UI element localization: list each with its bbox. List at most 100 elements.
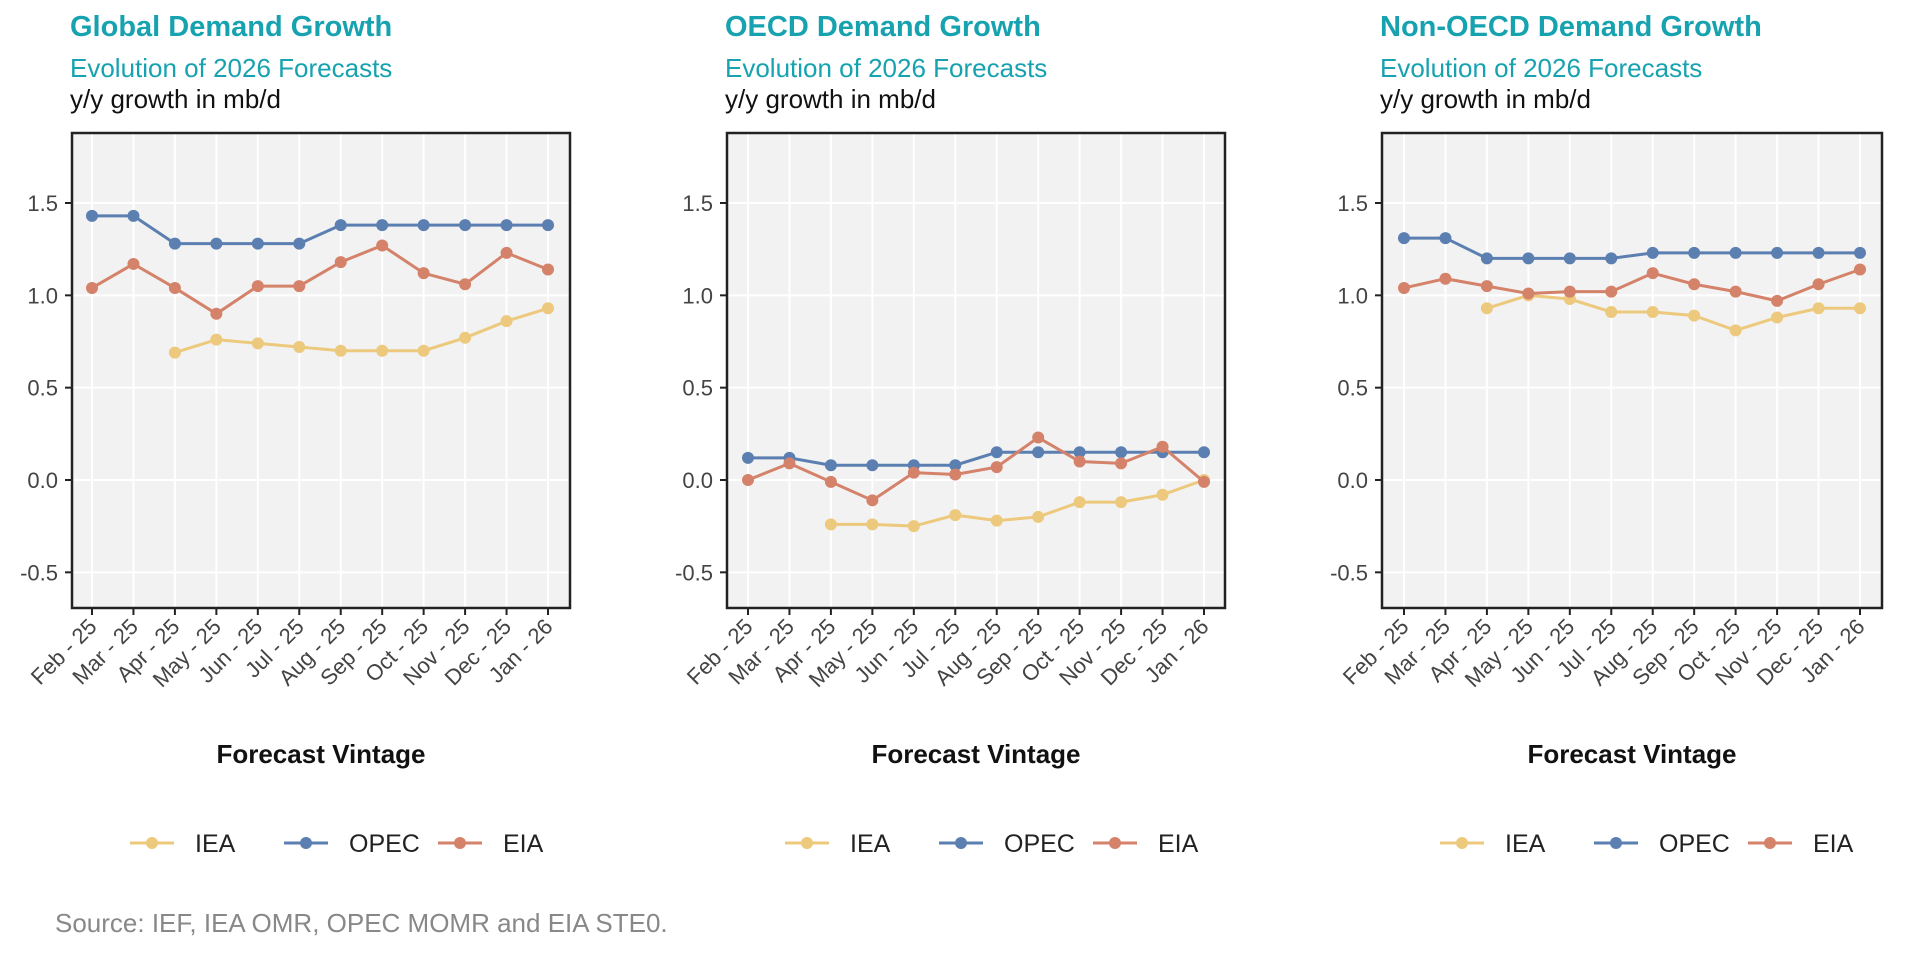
data-point-iea — [1812, 302, 1825, 315]
y-tick-label: -0.5 — [20, 560, 58, 585]
data-point-eia — [1854, 263, 1866, 276]
data-point-eia — [1605, 285, 1618, 298]
legend-label: IEA — [850, 830, 891, 858]
data-point-iea — [251, 337, 264, 350]
data-point-iea — [210, 333, 223, 346]
data-point-eia — [783, 457, 796, 470]
data-point-eia — [1156, 440, 1169, 453]
data-point-iea — [1073, 496, 1086, 509]
data-point-opec — [824, 459, 837, 472]
data-point-eia — [990, 461, 1003, 474]
chart-panel-2: Non-OECD Demand Growth Evolution of 2026 … — [1330, 11, 1884, 858]
x-axis-title: Forecast Vintage — [1527, 739, 1736, 769]
data-point-eia — [949, 468, 962, 481]
data-point-opec — [1563, 252, 1576, 265]
legend-item-iea: IEA — [130, 830, 236, 858]
data-point-iea — [1646, 305, 1659, 318]
data-point-iea — [168, 346, 181, 359]
data-point-eia — [251, 280, 264, 293]
data-point-iea — [1688, 309, 1701, 322]
y-tick-label: 0.5 — [682, 376, 713, 401]
data-point-iea — [1480, 302, 1493, 315]
legend-marker — [955, 837, 967, 849]
legend-label: EIA — [503, 830, 544, 858]
data-point-opec — [376, 219, 389, 232]
data-point-eia — [210, 307, 223, 320]
source-note: Source: IEF, IEA OMR, OPEC MOMR and EIA … — [55, 908, 668, 938]
data-point-opec — [990, 446, 1003, 459]
legend-item-eia: EIA — [438, 830, 544, 858]
legend-marker — [146, 837, 158, 849]
legend-item-opec: OPEC — [1594, 830, 1730, 858]
legend-marker — [1109, 837, 1121, 849]
data-point-iea — [293, 341, 306, 354]
data-point-eia — [417, 267, 430, 280]
data-point-eia — [866, 494, 879, 507]
data-point-opec — [251, 237, 264, 250]
data-point-eia — [1032, 431, 1045, 444]
data-point-iea — [334, 344, 347, 357]
data-point-eia — [1439, 272, 1452, 285]
data-point-eia — [824, 475, 837, 488]
chart-title: Global Demand Growth — [70, 11, 392, 43]
data-point-eia — [1398, 281, 1410, 294]
legend-marker — [1764, 837, 1776, 849]
data-point-iea — [1156, 488, 1169, 501]
data-point-eia — [376, 239, 389, 252]
legend-item-eia: EIA — [1093, 830, 1199, 858]
series-line-iea — [1486, 293, 1860, 333]
legend-marker — [300, 837, 312, 849]
data-point-iea — [866, 518, 879, 531]
legend-marker — [454, 837, 466, 849]
data-point-opec — [459, 219, 472, 232]
x-axis-title: Forecast Vintage — [871, 739, 1080, 769]
data-point-opec — [417, 219, 430, 232]
legend-item-eia: EIA — [1748, 830, 1854, 858]
data-point-opec — [1729, 246, 1742, 259]
data-point-opec — [1439, 232, 1452, 245]
data-point-eia — [168, 281, 181, 294]
data-point-opec — [1812, 246, 1825, 259]
legend-marker — [1610, 837, 1622, 849]
data-point-eia — [459, 278, 472, 291]
data-point-opec — [1398, 232, 1410, 245]
data-point-eia — [1646, 267, 1659, 280]
y-tick-label: 1.0 — [27, 283, 58, 308]
y-tick-label: 0.0 — [682, 468, 713, 493]
data-point-opec — [1688, 246, 1701, 259]
legend-label: EIA — [1158, 830, 1199, 858]
y-tick-label: 0.5 — [1337, 376, 1368, 401]
chart-panel-1: OECD Demand Growth Evolution of 2026 Fore… — [675, 11, 1227, 858]
data-point-opec — [1115, 446, 1128, 459]
data-point-opec — [1073, 446, 1086, 459]
data-point-opec — [1646, 246, 1659, 259]
data-point-eia — [500, 246, 513, 259]
series-line-iea — [830, 478, 1205, 528]
legend-marker — [1456, 837, 1468, 849]
data-point-eia — [907, 466, 920, 479]
y-tick-label: 1.0 — [1337, 283, 1368, 308]
plot-border — [70, 131, 572, 610]
y-tick-label: 1.5 — [682, 191, 713, 216]
chart-title: Non-OECD Demand Growth — [1380, 11, 1762, 43]
data-point-opec — [542, 219, 554, 232]
legend-label: OPEC — [1659, 830, 1730, 858]
data-point-eia — [1480, 280, 1493, 293]
data-point-iea — [1032, 510, 1045, 523]
chart-panel-0: Global Demand Growth Evolution of 2026 Fo… — [20, 11, 572, 858]
plot-border — [725, 131, 1227, 610]
data-point-eia — [1522, 287, 1535, 300]
y-tick-label: 1.5 — [27, 191, 58, 216]
data-point-iea — [500, 315, 513, 328]
y-tick-label: 1.0 — [682, 283, 713, 308]
data-point-eia — [1115, 457, 1128, 470]
data-point-iea — [824, 518, 837, 531]
y-axis-label: y/y growth in mb/d — [725, 84, 936, 114]
data-point-opec — [1480, 252, 1493, 265]
legend-item-opec: OPEC — [939, 830, 1075, 858]
x-axis-title: Forecast Vintage — [216, 739, 425, 769]
data-point-opec — [293, 237, 306, 250]
chart-title: OECD Demand Growth — [725, 11, 1041, 43]
chart-subtitle: Evolution of 2026 Forecasts — [725, 53, 1047, 83]
plot-border — [1380, 131, 1884, 610]
